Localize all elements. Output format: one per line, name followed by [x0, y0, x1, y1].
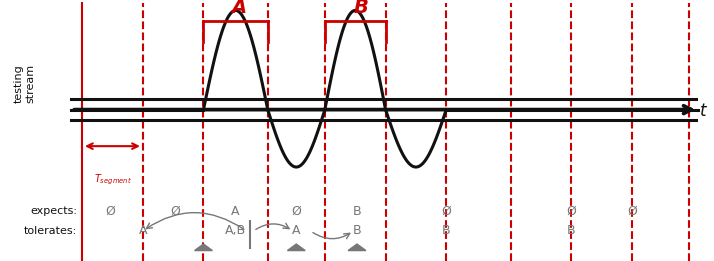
Text: Ø: Ø: [291, 205, 301, 218]
Text: Ø: Ø: [627, 205, 637, 218]
Polygon shape: [194, 244, 213, 251]
Text: B: B: [353, 205, 361, 218]
Text: A: A: [231, 0, 247, 17]
Text: $T_{segment}$: $T_{segment}$: [94, 172, 132, 187]
Text: A: A: [231, 205, 240, 218]
Text: Ø: Ø: [106, 205, 116, 218]
Text: testing
stream: testing stream: [14, 64, 36, 103]
Text: B: B: [353, 0, 368, 17]
Text: A,B: A,B: [225, 224, 246, 238]
Text: B: B: [567, 224, 575, 238]
Text: A: A: [139, 224, 147, 238]
Text: Ø: Ø: [566, 205, 576, 218]
Text: tolerates:: tolerates:: [24, 226, 77, 236]
Text: Ø: Ø: [441, 205, 451, 218]
Polygon shape: [348, 244, 366, 251]
Text: Ø: Ø: [170, 205, 180, 218]
Text: expects:: expects:: [30, 206, 77, 216]
Text: $t$: $t$: [699, 102, 708, 120]
Polygon shape: [287, 244, 306, 251]
Text: A: A: [292, 224, 301, 238]
Text: B: B: [442, 224, 451, 238]
Text: B: B: [353, 224, 361, 238]
